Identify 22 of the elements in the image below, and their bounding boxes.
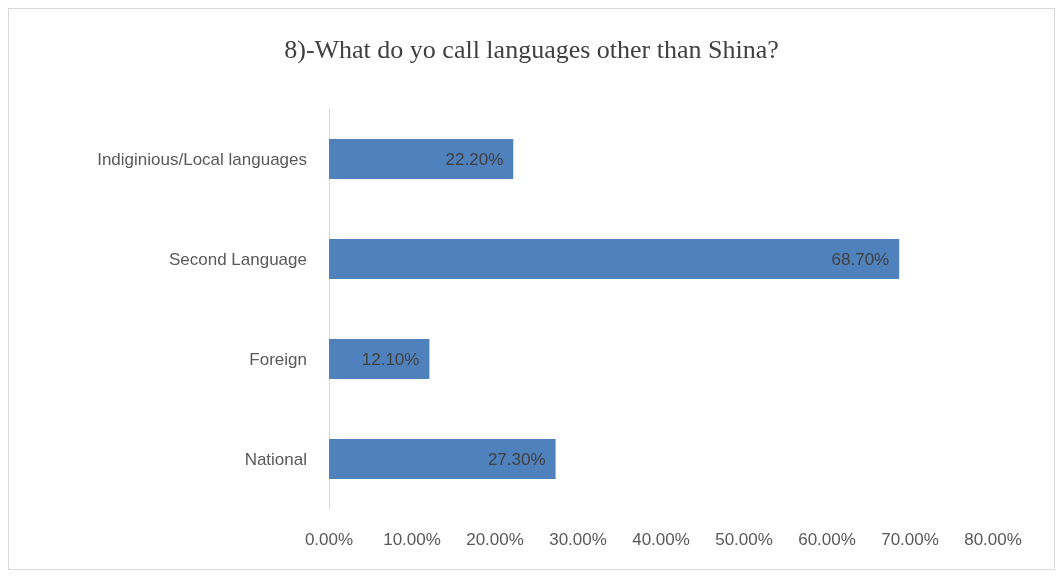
- bar: [329, 239, 900, 279]
- y-tick-label: Indiginious/Local languages: [97, 149, 307, 169]
- bar: [329, 439, 556, 479]
- x-tick-label: 30.00%: [549, 530, 607, 549]
- data-label: 12.10%: [361, 349, 420, 369]
- y-tick-label: Second Language: [168, 249, 307, 269]
- data-label: 27.30%: [487, 449, 546, 469]
- data-label: 68.70%: [831, 249, 890, 269]
- x-tick-label: 70.00%: [881, 530, 939, 549]
- bar: [329, 339, 430, 379]
- x-tick-label: 60.00%: [798, 530, 856, 549]
- chart-title: 8)-What do yo call languages other than Shina?: [284, 34, 779, 64]
- y-tick-label: National: [244, 449, 307, 469]
- x-tick-label: 0.00%: [304, 530, 354, 549]
- y-tick-label: Foreign: [249, 349, 307, 369]
- bar: [329, 139, 514, 179]
- x-tick-label: 50.00%: [715, 530, 773, 549]
- x-tick-label: 10.00%: [383, 530, 441, 549]
- x-tick-label: 80.00%: [964, 530, 1022, 549]
- x-tick-label: 20.00%: [466, 530, 524, 549]
- x-tick-label: 40.00%: [632, 530, 690, 549]
- data-label: 22.20%: [445, 149, 504, 169]
